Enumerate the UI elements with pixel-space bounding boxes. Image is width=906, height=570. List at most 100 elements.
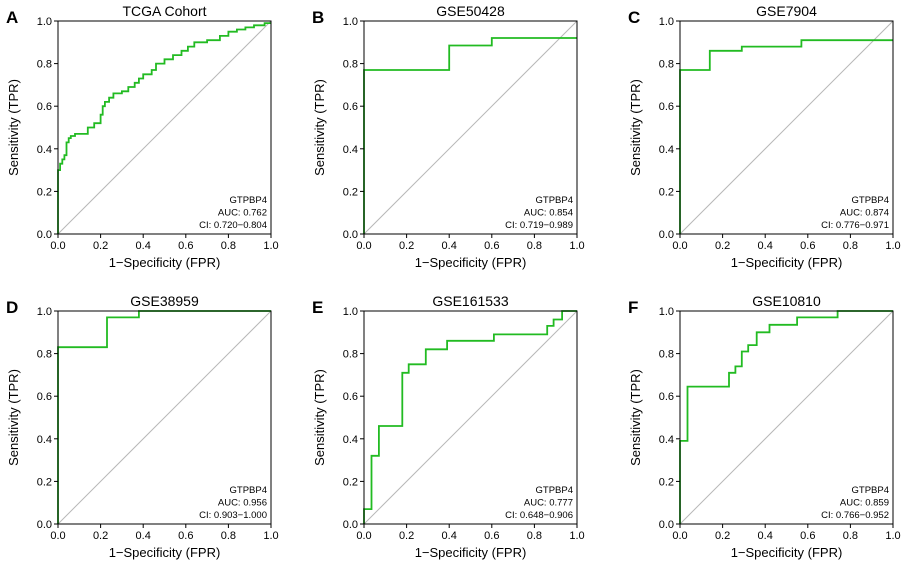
x-tick-label: 1.0: [263, 530, 278, 542]
annotation-auc: AUC: 0.859: [840, 498, 889, 509]
annotation-ci: CI: 0.720−0.804: [199, 220, 267, 231]
plot-frame: [363, 310, 578, 525]
roc-panel-b: B GSE50428 0.0 0.2 0.4 0.6 0.8 1.0 0.0 0.2 0.4 0.6 0…: [312, 3, 585, 270]
y-axis-label: Sensitivity (TPR): [628, 369, 643, 466]
x-tick-label: 0.4: [442, 240, 457, 252]
annotation-gene-name: GTPBP4: [536, 195, 574, 206]
panel-letter: A: [6, 8, 18, 27]
annotation-ci: CI: 0.776−0.971: [821, 220, 889, 231]
x-tick-label: 1.0: [885, 530, 900, 542]
x-tick-label: 0.0: [50, 240, 65, 252]
panel-letter: D: [6, 298, 18, 317]
y-tick-label: 1.0: [343, 306, 358, 318]
roc-curve-line: [679, 310, 893, 524]
y-tick-label: 0.6: [37, 101, 52, 113]
x-tick-label: 0.0: [50, 530, 65, 542]
plot-frame: [363, 20, 578, 235]
plot-frame: [57, 310, 272, 525]
x-tick-label: 0.8: [221, 240, 236, 252]
y-tick-label: 0.8: [659, 59, 674, 71]
roc-panel-d: D GSE38959 0.0 0.2 0.4 0.6 0.8 1.0 0.0 0.2 0.4 0.6 0…: [6, 293, 279, 560]
reference-diagonal-line: [679, 310, 894, 525]
reference-diagonal-line: [57, 310, 272, 525]
annotation-gene-name: GTPBP4: [852, 195, 890, 206]
y-tick-label: 0.8: [37, 59, 52, 71]
annotation-auc: AUC: 0.956: [218, 498, 267, 509]
plot-frame: [679, 310, 894, 525]
y-tick-label: 0.6: [37, 391, 52, 403]
reference-diagonal-line: [57, 20, 272, 235]
annotation-ci: CI: 0.648−0.906: [505, 510, 573, 521]
x-tick-label: 0.2: [93, 530, 108, 542]
x-axis-label: 1−Specificity (FPR): [415, 545, 527, 560]
y-tick-label: 0.0: [37, 519, 52, 531]
annotation-auc: AUC: 0.874: [840, 208, 889, 219]
panel-letter: C: [628, 8, 640, 27]
x-tick-label: 0.8: [527, 530, 542, 542]
y-tick-label: 0.2: [659, 186, 674, 198]
panel-title: GSE7904: [756, 3, 817, 19]
y-tick-label: 0.6: [343, 391, 358, 403]
x-tick-label: 0.4: [758, 240, 773, 252]
panel-letter: B: [312, 8, 324, 27]
annotation-auc: AUC: 0.777: [524, 498, 573, 509]
x-tick-label: 0.8: [527, 240, 542, 252]
x-tick-label: 0.2: [399, 240, 414, 252]
y-tick-label: 0.2: [37, 186, 52, 198]
annotation-auc: AUC: 0.854: [524, 208, 573, 219]
x-tick-label: 1.0: [569, 530, 584, 542]
x-axis-label: 1−Specificity (FPR): [109, 545, 221, 560]
y-tick-label: 0.8: [343, 59, 358, 71]
annotation-ci: CI: 0.903−1.000: [199, 510, 267, 521]
x-tick-label: 0.6: [484, 240, 499, 252]
x-tick-label: 0.0: [672, 530, 687, 542]
x-tick-label: 0.6: [178, 530, 193, 542]
x-axis-label: 1−Specificity (FPR): [731, 545, 843, 560]
panel-title: GSE161533: [432, 293, 508, 309]
y-axis-label: Sensitivity (TPR): [6, 79, 21, 176]
roc-panel-e: E GSE161533 0.0 0.2 0.4 0.6 0.8 1.0 0.0 0.2 0.4 0.6…: [312, 293, 585, 560]
x-axis-label: 1−Specificity (FPR): [415, 255, 527, 270]
y-tick-label: 0.0: [37, 229, 52, 241]
x-tick-label: 0.0: [356, 240, 371, 252]
x-tick-label: 0.6: [800, 240, 815, 252]
y-tick-label: 0.0: [343, 519, 358, 531]
y-tick-label: 0.6: [343, 101, 358, 113]
y-tick-label: 0.0: [659, 229, 674, 241]
roc-curve-line: [57, 22, 271, 234]
annotation-gene-name: GTPBP4: [230, 485, 268, 496]
x-tick-label: 0.2: [715, 530, 730, 542]
y-tick-label: 0.0: [343, 229, 358, 241]
panel-title: GSE38959: [130, 293, 199, 309]
y-tick-label: 0.6: [659, 391, 674, 403]
roc-panel-c: C GSE7904 0.0 0.2 0.4 0.6 0.8 1.0 0.0 0.2 0.4 0.6 0.…: [628, 3, 901, 270]
panel-title: GSE10810: [752, 293, 821, 309]
y-tick-label: 0.2: [37, 476, 52, 488]
annotation-auc: AUC: 0.762: [218, 208, 267, 219]
annotation-ci: CI: 0.766−0.952: [821, 510, 889, 521]
reference-diagonal-line: [363, 310, 578, 525]
roc-panel-a: A TCGA Cohort 0.0 0.2 0.4 0.6 0.8 1.0 0.0 0.2 0.4 0…: [6, 3, 279, 270]
roc-panel-f: F GSE10810 0.0 0.2 0.4 0.6 0.8 1.0 0.0 0.2 0.4 0.6 0…: [628, 293, 901, 560]
x-tick-label: 1.0: [569, 240, 584, 252]
plot-frame: [679, 20, 894, 235]
y-tick-label: 0.4: [659, 144, 674, 156]
x-tick-label: 0.2: [399, 530, 414, 542]
x-tick-label: 0.2: [715, 240, 730, 252]
y-tick-label: 1.0: [343, 16, 358, 28]
y-tick-label: 0.4: [37, 144, 52, 156]
panel-letter: F: [628, 298, 638, 317]
annotation-gene-name: GTPBP4: [852, 485, 890, 496]
x-tick-label: 1.0: [263, 240, 278, 252]
x-tick-label: 0.6: [484, 530, 499, 542]
plot-frame: [57, 20, 272, 235]
y-tick-label: 1.0: [659, 16, 674, 28]
y-tick-label: 1.0: [37, 16, 52, 28]
roc-curve-line: [679, 39, 893, 234]
x-tick-label: 0.8: [843, 240, 858, 252]
x-tick-label: 0.4: [758, 530, 773, 542]
y-tick-label: 1.0: [37, 306, 52, 318]
panel-title: TCGA Cohort: [122, 3, 206, 19]
y-tick-label: 0.8: [343, 349, 358, 361]
